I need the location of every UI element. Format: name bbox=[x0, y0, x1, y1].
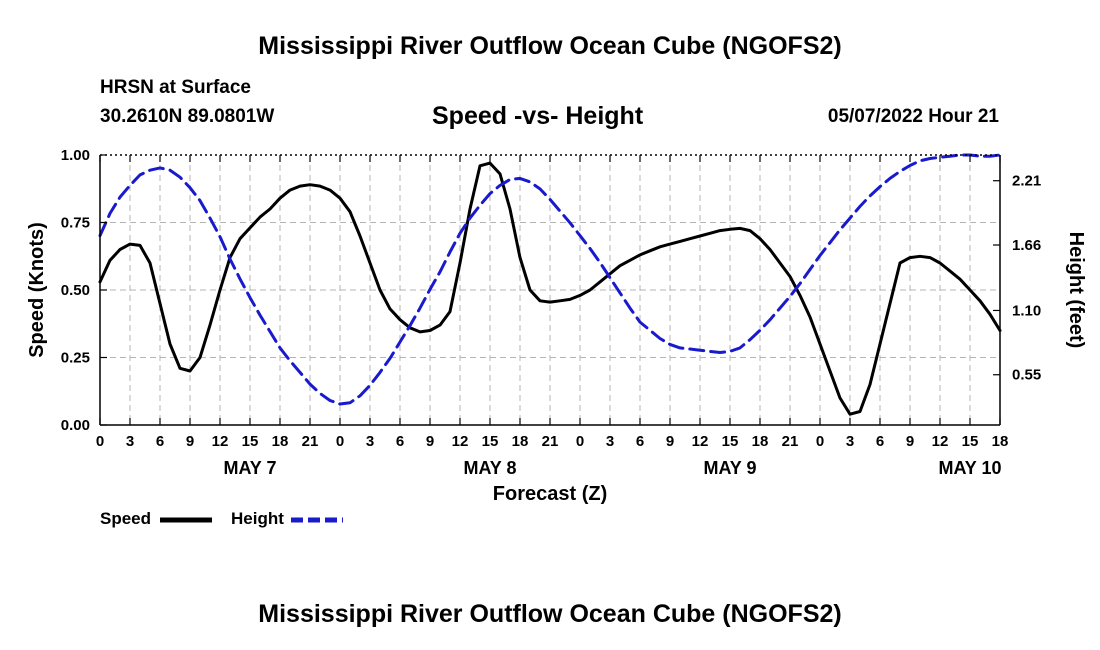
chart-title: Speed -vs- Height bbox=[432, 102, 644, 130]
x-tick-label: 21 bbox=[302, 433, 319, 450]
x-tick-label: 9 bbox=[426, 433, 434, 450]
x-tick-label: 12 bbox=[452, 433, 469, 450]
x-tick-label: 21 bbox=[542, 433, 559, 450]
y-axis-label: Speed (Knots) bbox=[26, 222, 48, 358]
x-tick-label: 6 bbox=[636, 433, 644, 450]
x-tick-label: 15 bbox=[722, 433, 739, 450]
y-tick-label: 0.75 bbox=[61, 215, 90, 232]
x-tick-label: 0 bbox=[816, 433, 824, 450]
y2-axis-label: Height (feet) bbox=[1065, 232, 1087, 349]
x-tick-label: 3 bbox=[126, 433, 134, 450]
speed-series-line bbox=[98, 161, 1002, 416]
y2-tick-label: 1.66 bbox=[1012, 237, 1041, 254]
x-tick-label: 0 bbox=[336, 433, 344, 450]
footer-title: Mississippi River Outflow Ocean Cube (NG… bbox=[258, 600, 842, 628]
x-tick-label: 6 bbox=[396, 433, 404, 450]
x-tick-label: 18 bbox=[992, 433, 1009, 450]
x-tick-label: 6 bbox=[876, 433, 884, 450]
x-tick-label: 6 bbox=[156, 433, 164, 450]
legend-height-label: Height bbox=[231, 509, 284, 528]
x-tick-label: 21 bbox=[782, 433, 799, 450]
x-tick-label: 0 bbox=[576, 433, 584, 450]
y-tick-label: 0.25 bbox=[61, 350, 90, 367]
x-day-label: MAY 10 bbox=[938, 458, 1001, 478]
x-tick-label: 9 bbox=[666, 433, 674, 450]
x-tick-label: 15 bbox=[242, 433, 259, 450]
grid bbox=[100, 155, 1000, 425]
x-tick-label: 9 bbox=[906, 433, 914, 450]
station-label: HRSN at Surface bbox=[100, 77, 251, 98]
x-tick-label: 18 bbox=[752, 433, 769, 450]
x-tick-label: 3 bbox=[606, 433, 614, 450]
y-tick-label: 1.00 bbox=[61, 147, 90, 164]
x-tick-label: 3 bbox=[366, 433, 374, 450]
y2-tick-label: 0.55 bbox=[1012, 367, 1041, 384]
x-tick-label: 9 bbox=[186, 433, 194, 450]
x-tick-label: 18 bbox=[272, 433, 289, 450]
x-tick-label: 12 bbox=[212, 433, 229, 450]
series bbox=[98, 153, 1002, 416]
x-tick-label: 18 bbox=[512, 433, 529, 450]
y2-tick-label: 2.21 bbox=[1012, 173, 1041, 190]
x-day-label: MAY 7 bbox=[223, 458, 276, 478]
x-tick-label: 15 bbox=[962, 433, 979, 450]
legend: Speed Height bbox=[100, 509, 343, 528]
legend-speed-label: Speed bbox=[100, 509, 151, 528]
page-title: Mississippi River Outflow Ocean Cube (NG… bbox=[258, 32, 842, 60]
x-tick-label: 12 bbox=[932, 433, 949, 450]
y2-tick-label: 1.10 bbox=[1012, 302, 1041, 319]
y-tick-label: 0.50 bbox=[61, 282, 90, 299]
x-tick-label: 12 bbox=[692, 433, 709, 450]
x-tick-label: 0 bbox=[96, 433, 104, 450]
axes: 0 3 6 9 12 15 18 21 0 3 6 9 12 15 18 21 0 3 6 9 12 15 18 21 0 3 6 9… bbox=[61, 147, 1041, 478]
x-tick-label: 15 bbox=[482, 433, 499, 450]
forecast-date: 05/07/2022 Hour 21 bbox=[827, 106, 999, 127]
x-day-label: MAY 8 bbox=[463, 458, 516, 478]
x-day-label: MAY 9 bbox=[703, 458, 756, 478]
station-coords: 30.2610N 89.0801W bbox=[100, 106, 275, 127]
y-tick-label: 0.00 bbox=[61, 417, 90, 434]
height-series-line bbox=[98, 153, 1002, 406]
x-axis-label: Forecast (Z) bbox=[493, 483, 607, 505]
x-tick-label: 3 bbox=[846, 433, 854, 450]
